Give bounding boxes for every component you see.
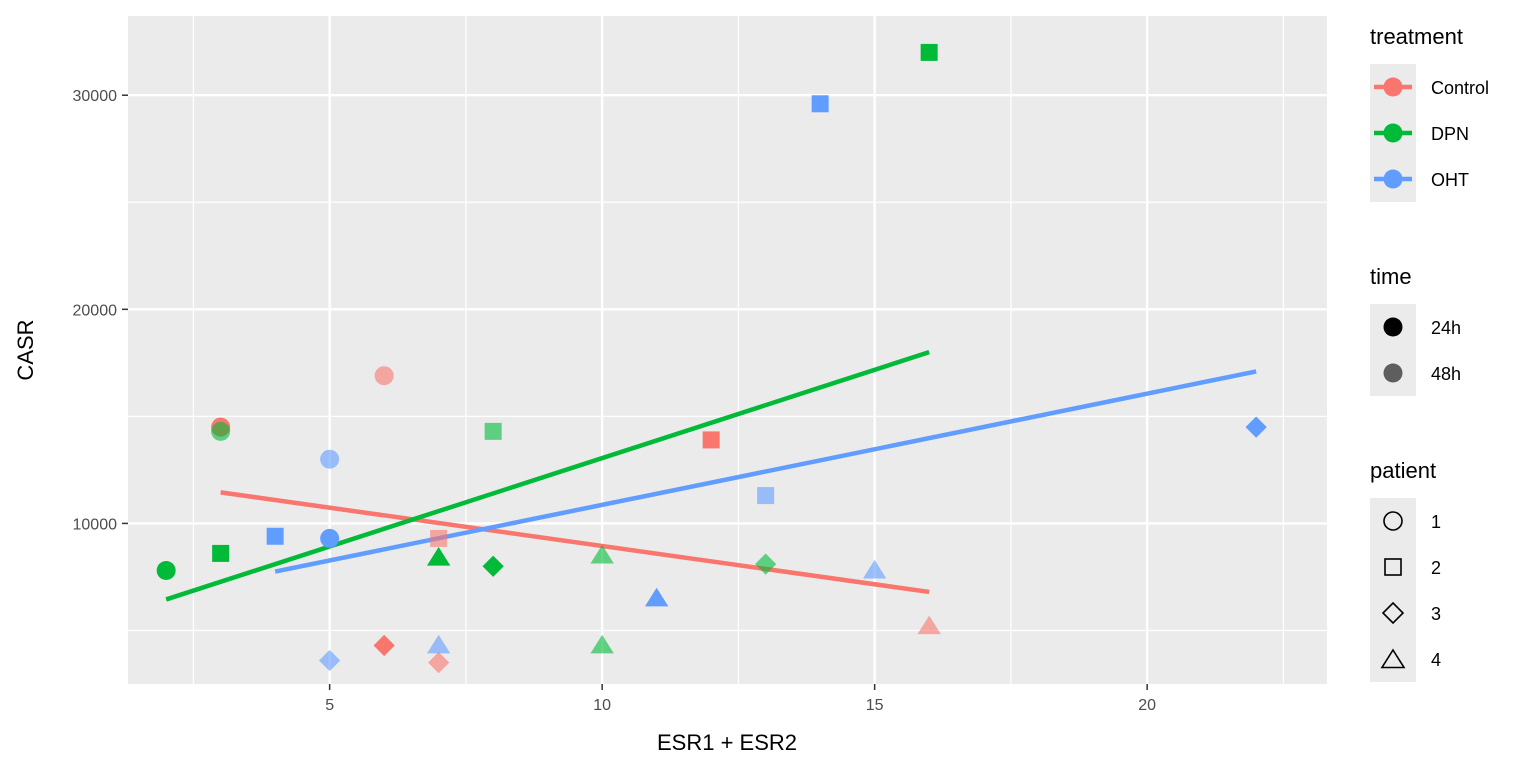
data-point [755,553,777,575]
data-point [373,634,395,657]
legend-shape-key [1383,511,1403,531]
legend-label: Control [1431,78,1489,98]
x-tick-label: 10 [593,697,611,714]
legend-title: time [1370,264,1412,289]
axes: 5 10 15 20 10000 20000 30000 [73,88,1157,714]
data-point [320,449,340,469]
data-point [757,487,775,505]
fit-line [220,490,930,595]
data-point [1245,416,1267,438]
legend-shape-key [1381,601,1405,625]
data-point [590,544,614,564]
y-tick-label: 10000 [73,516,118,533]
y-tick-label: 20000 [73,302,118,319]
y-axis-title: CASR [13,319,38,380]
data-point [156,561,176,581]
legend-label: 48h [1431,364,1461,384]
data-point [590,634,614,654]
legend-label: 4 [1431,650,1441,670]
legend-shape-key [1380,648,1406,669]
data-point [426,634,451,654]
data-point [920,43,938,61]
data-point [320,528,340,548]
data-point [811,95,829,113]
fit-line [165,350,930,602]
legend-label: 2 [1431,558,1441,578]
data-point [702,431,720,449]
legend-label: 24h [1431,318,1461,338]
data-point [319,649,341,672]
legend-key-background [1370,498,1416,682]
data-point [484,422,502,440]
legend-label: 3 [1431,604,1441,624]
legend-label: 1 [1431,512,1441,532]
legend-shape-key [1384,558,1402,576]
legend-point-key [1383,317,1403,337]
data-point [266,527,284,545]
y-tick-label: 30000 [73,88,118,105]
legend-label: DPN [1431,124,1469,144]
x-tick-label: 5 [325,697,334,714]
legend-point-key [1383,123,1403,143]
data-point [644,587,669,607]
panel-background [128,16,1327,684]
data-point [374,366,394,386]
x-tick-label: 15 [866,697,884,714]
data-point [426,547,451,566]
data-point [211,421,231,441]
legend-point-key [1383,363,1403,383]
legend-title: treatment [1370,24,1463,49]
legend-point-key [1383,169,1403,189]
data-point [482,555,504,577]
x-tick-label: 20 [1138,697,1156,714]
x-axis-title: ESR1 + ESR2 [657,730,797,755]
data-point [212,544,230,562]
data-point [428,651,450,674]
data-point [430,529,448,547]
data-point [862,559,887,579]
legend-point-key [1383,77,1403,97]
legend-title: patient [1370,458,1436,483]
legend-label: OHT [1431,170,1469,190]
data-points [156,43,1267,674]
data-point [917,615,941,635]
legend: treatment Control DPN OHT time 24h 48h patient 1… [1370,24,1489,682]
